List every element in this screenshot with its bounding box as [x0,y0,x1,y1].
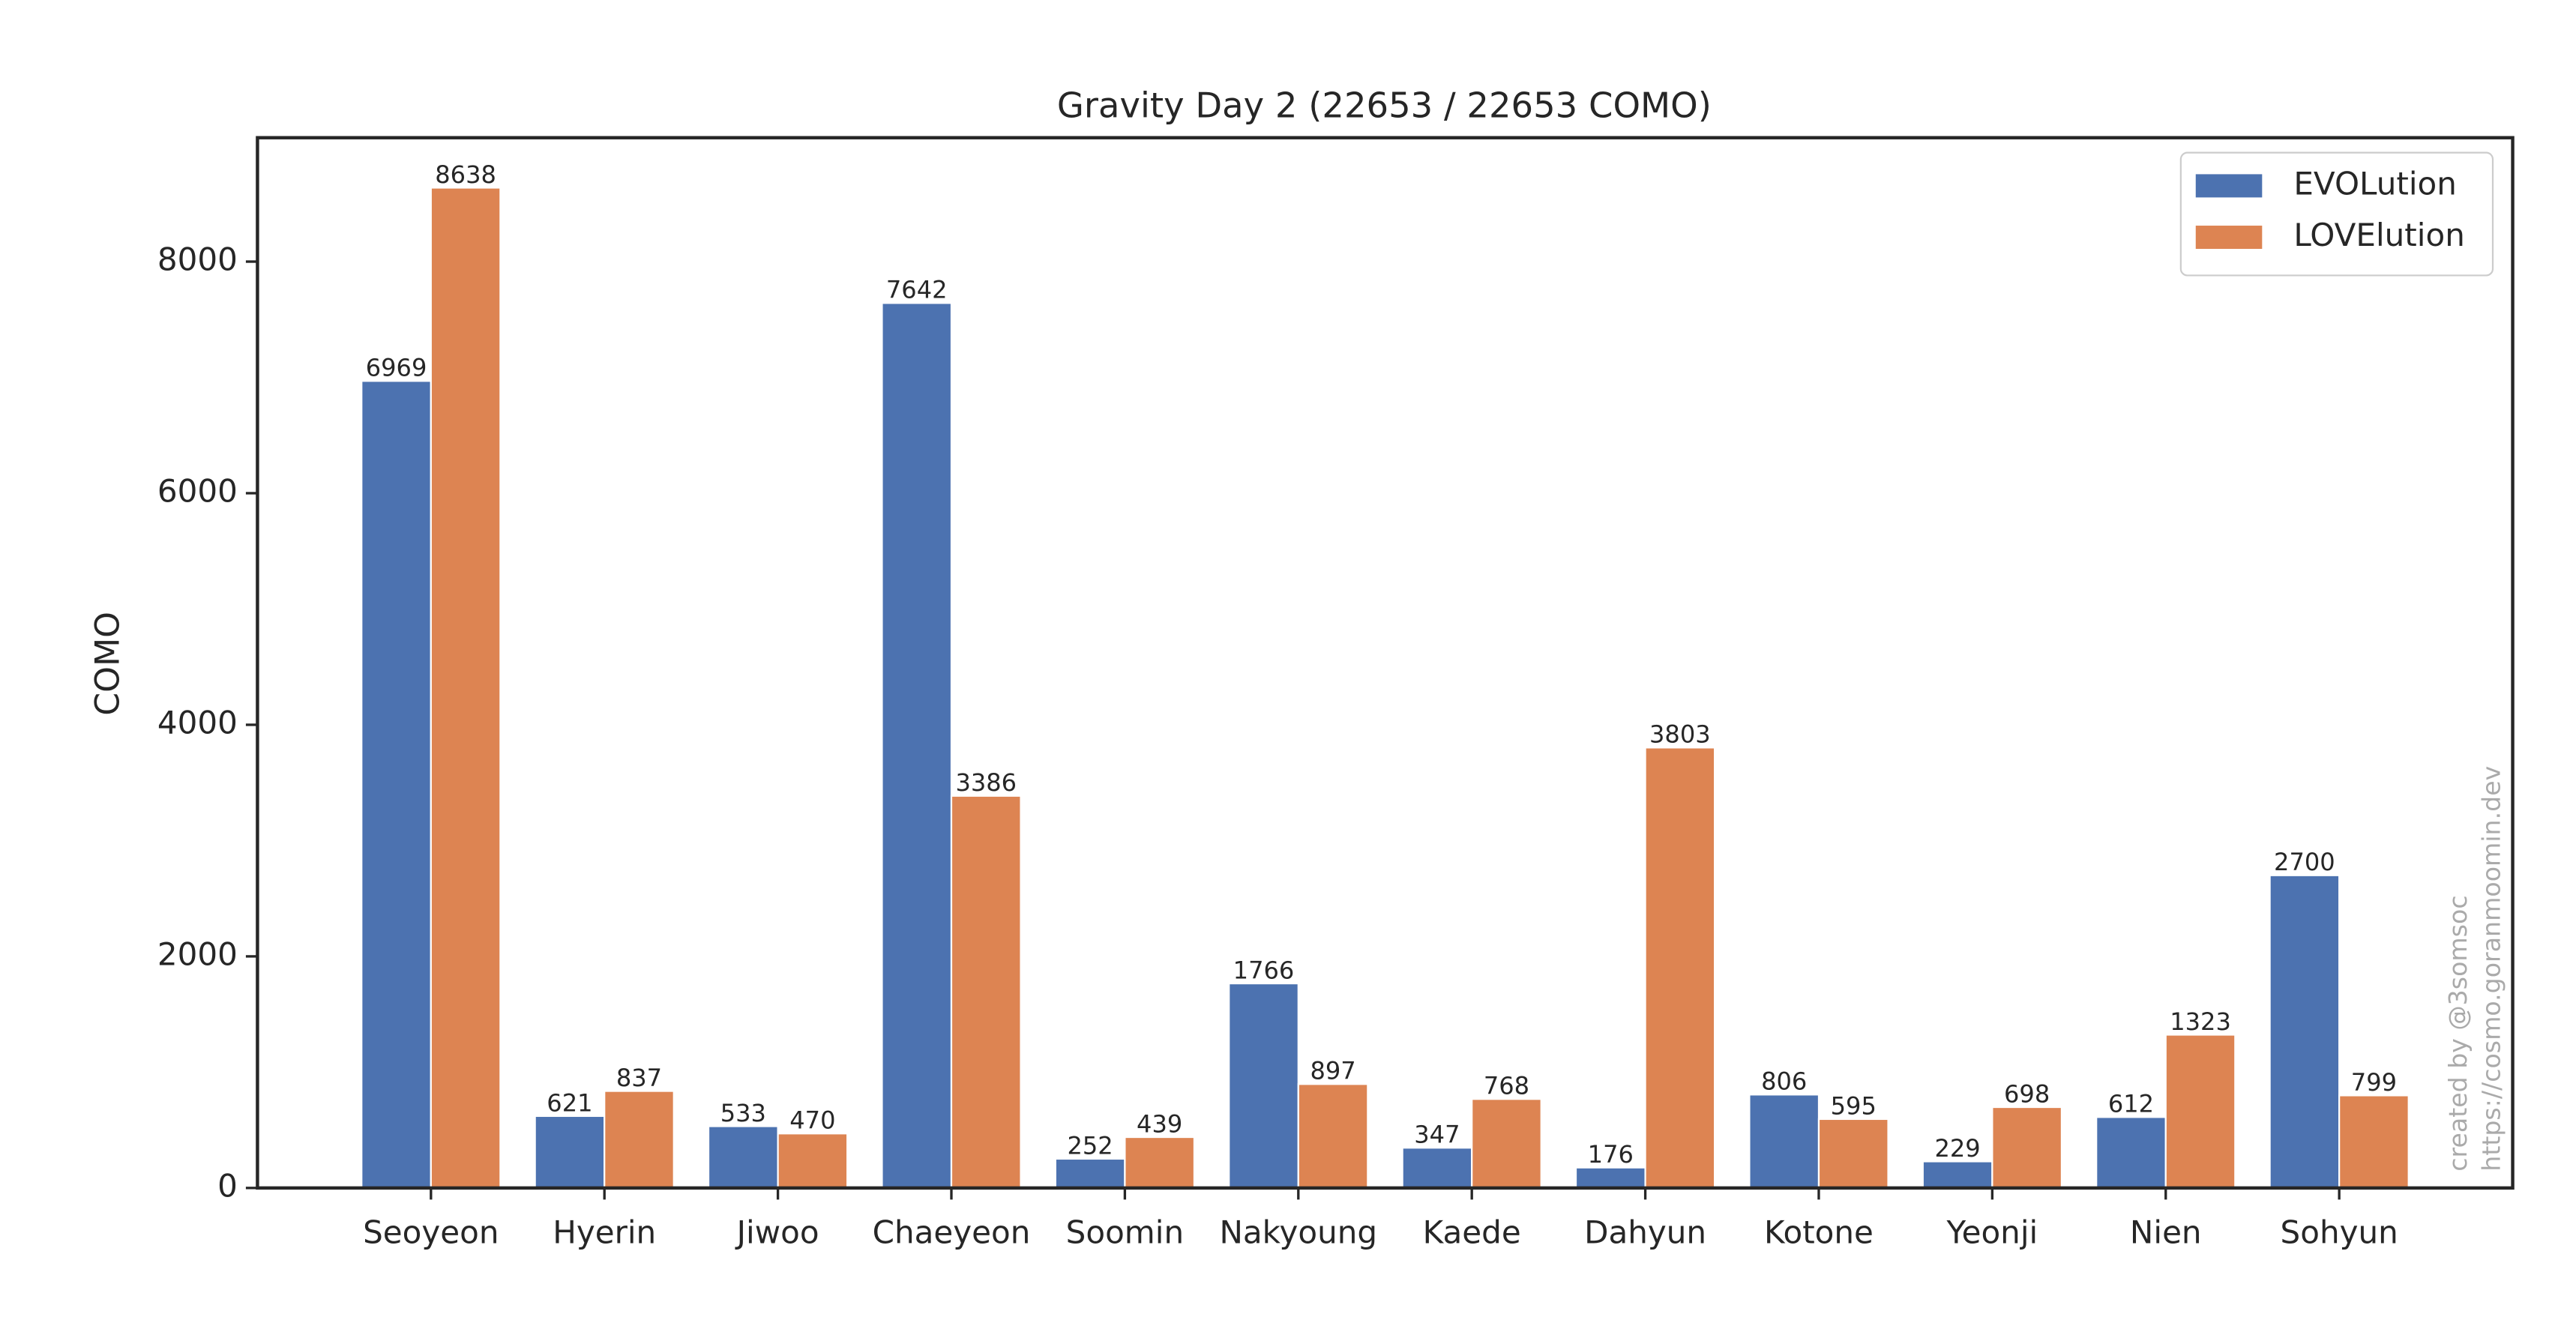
bar [1817,1118,1889,1189]
y-tick-label: 8000 [157,241,238,278]
value-label: 1323 [2170,1007,2231,1036]
bar [1748,1094,1820,1189]
value-label: 768 [1484,1072,1529,1100]
legend-swatch [2195,226,2263,250]
x-tick-label: Soomin [1066,1214,1184,1250]
bar [1991,1106,2063,1189]
legend-swatch [2195,174,2263,198]
y-tick-label: 6000 [157,472,238,509]
x-tick-label: Nakyoung [1219,1214,1377,1250]
bar [1471,1098,1542,1189]
bar [707,1125,779,1189]
value-label: 799 [2351,1068,2397,1097]
value-label: 8638 [435,160,496,189]
x-tick-label: Seoyeon [363,1214,499,1250]
value-label: 837 [616,1064,662,1092]
bar [534,1115,606,1189]
watermark: created by @3somsoc [2443,895,2473,1171]
bar [604,1090,675,1189]
value-label: 698 [2004,1079,2050,1108]
bar [430,187,502,1189]
y-tick-label: 0 [217,1167,238,1204]
value-label: 897 [1310,1057,1355,1085]
bar [950,795,1022,1189]
value-label: 1766 [1233,956,1295,984]
bar [1574,1166,1646,1189]
bar [361,380,432,1189]
bar [1401,1147,1473,1189]
bar [1054,1157,1126,1189]
value-label: 252 [1068,1131,1113,1160]
legend-label: EVOLution [2293,165,2457,202]
x-tick-label: Nien [2130,1214,2202,1250]
value-label: 347 [1414,1121,1460,1149]
x-tick-label: Kotone [1764,1214,1874,1250]
bar [2269,874,2341,1189]
value-label: 612 [2108,1090,2154,1118]
bar [1228,982,1299,1189]
value-label: 2700 [2274,848,2335,876]
bar [2338,1094,2410,1189]
value-label: 3386 [955,768,1017,797]
value-label: 3803 [1649,720,1711,749]
plot-frame [256,136,2515,1190]
watermark: https://cosmo.goranmoomin.dev [2476,766,2506,1172]
bar [1124,1136,1196,1189]
bar [1922,1160,1993,1189]
x-tick-label: Kaede [1423,1214,1521,1250]
value-label: 621 [547,1088,592,1117]
y-tick-label: 4000 [157,704,238,741]
bar [777,1133,849,1189]
bar [1644,747,1716,1189]
value-label: 7642 [886,276,948,304]
bar [881,302,953,1189]
chart-title: Gravity Day 2 (22653 / 22653 COMO) [1057,85,1712,125]
y-tick-label: 2000 [157,935,238,972]
bar [2164,1034,2236,1189]
bar [2095,1116,2167,1189]
value-label: 176 [1588,1140,1634,1169]
value-label: 806 [1761,1067,1807,1096]
x-tick-label: Sohyun [2281,1214,2398,1250]
x-tick-label: Chaeyeon [873,1214,1031,1250]
bar [1297,1083,1369,1189]
x-tick-label: Yeonji [1946,1214,2038,1250]
value-label: 470 [789,1106,835,1135]
value-label: 533 [720,1099,766,1127]
x-tick-label: Hyerin [553,1214,656,1250]
value-label: 439 [1137,1109,1182,1138]
y-axis-label: COMO [88,612,127,716]
value-label: 595 [1831,1091,1877,1120]
value-label: 6969 [366,354,427,382]
x-tick-label: Dahyun [1584,1214,1706,1250]
legend-label: LOVElution [2293,217,2465,253]
x-tick-label: Jiwoo [735,1214,819,1250]
value-label: 229 [1934,1134,1980,1163]
